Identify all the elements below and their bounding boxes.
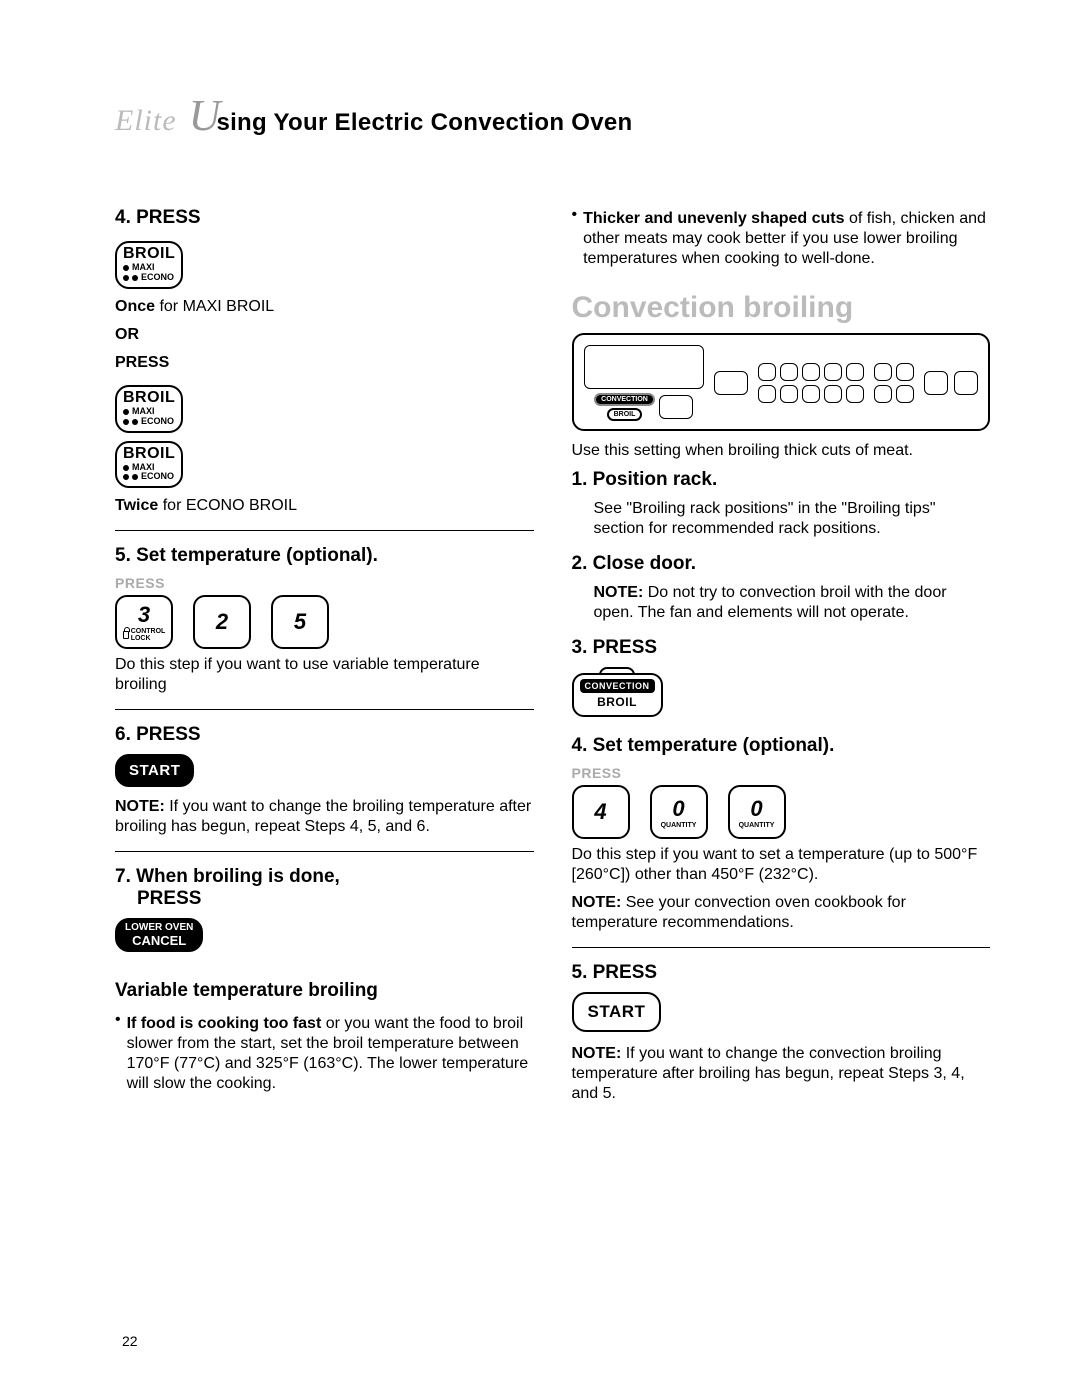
step-6-heading: 6. PRESS [115,724,534,746]
r-step5-heading: 5. PRESS [572,962,991,984]
broil-button[interactable]: BROIL MAXI ECONO [115,241,183,289]
twice-text: Twice for ECONO BROIL [115,496,534,516]
or-text: OR [115,325,534,345]
start-button[interactable]: START [115,754,194,787]
divider [115,709,534,710]
divider [115,851,534,852]
r-step1-body: See "Broiling rack positions" in the "Br… [594,499,991,539]
divider [115,530,534,531]
convection-broil-button[interactable]: CONVECTION BROIL [572,667,663,717]
section-title: Convection broiling [572,291,991,325]
left-column: 4. PRESS BROIL MAXI ECONO Once for MAXI … [115,201,534,1112]
keypad-0[interactable]: 0QUANTITY [728,785,786,839]
broil-button[interactable]: BROIL MAXI ECONO [115,385,183,433]
dot-icon [123,265,129,271]
panel-convection-label: CONVECTION [594,393,655,406]
press-label-gray: PRESS [572,765,991,781]
variable-heading: Variable temperature broiling [115,980,534,1002]
dot-icon [132,275,138,281]
control-panel-diagram: CONVECTION BROIL [572,333,991,431]
keypad-2[interactable]: 2 [193,595,251,649]
keypad-row: 3 CONTROLLOCK 2 5 [115,595,534,649]
brand-script: Elite [115,104,177,138]
r-step2-heading: 2. Close door. [572,553,991,575]
start-button[interactable]: START [572,992,662,1032]
page-title: sing Your Electric Convection Oven [216,109,632,136]
step-7-heading: 7. When broiling is done, PRESS [115,866,534,910]
keypad-3[interactable]: 3 CONTROLLOCK [115,595,173,649]
step-5-heading: 5. Set temperature (optional). [115,545,534,567]
step-4-heading: 4. PRESS [115,207,534,229]
once-text: Once for MAXI BROIL [115,297,534,317]
page-header: Elite Using Your Electric Convection Ove… [115,90,990,141]
broil-button[interactable]: BROIL MAXI ECONO [115,441,183,489]
panel-broil-label: BROIL [607,408,643,421]
press-label-gray: PRESS [115,575,534,591]
bullet-item: • Thicker and unevenly shaped cuts of fi… [572,205,991,277]
r-step5-note: NOTE: If you want to change the convecti… [572,1044,991,1104]
cancel-button[interactable]: LOWER OVEN CANCEL [115,918,203,952]
econo-label: ECONO [141,273,174,283]
keypad-0[interactable]: 0QUANTITY [650,785,708,839]
keypad-row: 4 0QUANTITY 0QUANTITY [572,785,991,839]
step-5-body: Do this step if you want to use variable… [115,655,534,695]
step-6-note: NOTE: If you want to change the broiling… [115,797,534,837]
panel-display-icon [584,345,704,389]
keypad-4[interactable]: 4 [572,785,630,839]
dot-icon [123,275,129,281]
r-step4-heading: 4. Set temperature (optional). [572,735,991,757]
keypad-5[interactable]: 5 [271,595,329,649]
press-text: PRESS [115,353,534,373]
broil-label: BROIL [123,245,175,263]
bullet-item: • If food is cooking too fast or you wan… [115,1010,534,1102]
use-text: Use this setting when broiling thick cut… [572,441,991,461]
right-column: • Thicker and unevenly shaped cuts of fi… [572,201,991,1112]
r-step1-heading: 1. Position rack. [572,469,991,491]
page-number: 22 [122,1333,138,1349]
lock-icon [123,631,129,639]
divider [572,947,991,948]
r-step4-note: NOTE: See your convection oven cookbook … [572,893,991,933]
r-step4-body: Do this step if you want to set a temper… [572,845,991,885]
r-step2-note: NOTE: Do not try to convection broil wit… [594,583,991,623]
r-step3-heading: 3. PRESS [572,637,991,659]
